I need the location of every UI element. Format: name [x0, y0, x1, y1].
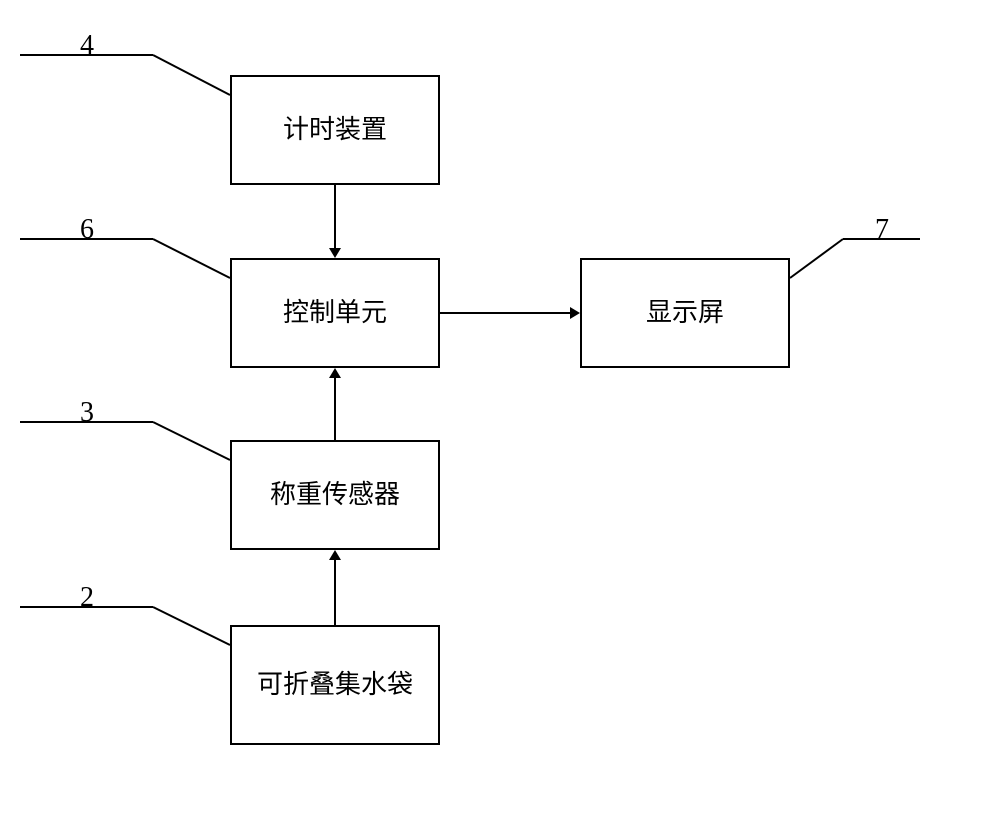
node-label: 计时装置 — [279, 109, 391, 151]
node-label: 显示屏 — [642, 292, 728, 334]
callout-3: 3 — [80, 397, 94, 429]
node-label: 可折叠集水袋 — [253, 664, 417, 706]
node-n3: 称重传感器 — [230, 440, 440, 550]
callout-4: 4 — [80, 30, 94, 62]
callout-2: 2 — [80, 582, 94, 614]
node-n7: 显示屏 — [580, 258, 790, 368]
diagram-lines — [0, 0, 1000, 826]
callout-6: 6 — [80, 214, 94, 246]
node-n4: 计时装置 — [230, 75, 440, 185]
node-label: 控制单元 — [279, 292, 391, 334]
node-label: 称重传感器 — [266, 474, 404, 516]
node-n2: 可折叠集水袋 — [230, 625, 440, 745]
callout-7: 7 — [875, 214, 889, 246]
node-n6: 控制单元 — [230, 258, 440, 368]
